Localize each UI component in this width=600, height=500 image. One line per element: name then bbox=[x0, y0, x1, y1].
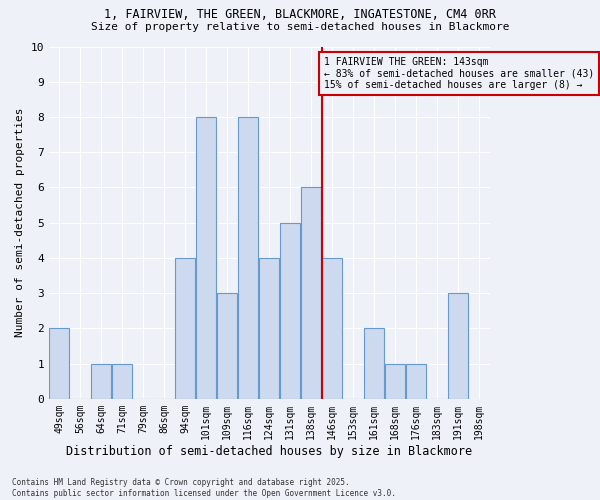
Bar bbox=[364, 328, 384, 399]
Bar bbox=[301, 188, 321, 399]
Bar bbox=[175, 258, 196, 399]
Bar bbox=[217, 293, 237, 399]
Bar bbox=[112, 364, 133, 399]
Bar bbox=[196, 117, 217, 399]
Text: 1 FAIRVIEW THE GREEN: 143sqm
← 83% of semi-detached houses are smaller (43)
15% : 1 FAIRVIEW THE GREEN: 143sqm ← 83% of se… bbox=[324, 57, 594, 90]
Y-axis label: Number of semi-detached properties: Number of semi-detached properties bbox=[15, 108, 25, 338]
Text: 1, FAIRVIEW, THE GREEN, BLACKMORE, INGATESTONE, CM4 0RR: 1, FAIRVIEW, THE GREEN, BLACKMORE, INGAT… bbox=[104, 8, 496, 20]
X-axis label: Distribution of semi-detached houses by size in Blackmore: Distribution of semi-detached houses by … bbox=[66, 444, 472, 458]
Bar bbox=[259, 258, 279, 399]
Bar bbox=[238, 117, 258, 399]
Bar bbox=[49, 328, 70, 399]
Bar bbox=[448, 293, 468, 399]
Bar bbox=[280, 222, 300, 399]
Bar bbox=[322, 258, 342, 399]
Bar bbox=[385, 364, 405, 399]
Bar bbox=[91, 364, 112, 399]
Text: Size of property relative to semi-detached houses in Blackmore: Size of property relative to semi-detach… bbox=[91, 22, 509, 32]
Bar bbox=[406, 364, 426, 399]
Text: Contains HM Land Registry data © Crown copyright and database right 2025.
Contai: Contains HM Land Registry data © Crown c… bbox=[12, 478, 396, 498]
